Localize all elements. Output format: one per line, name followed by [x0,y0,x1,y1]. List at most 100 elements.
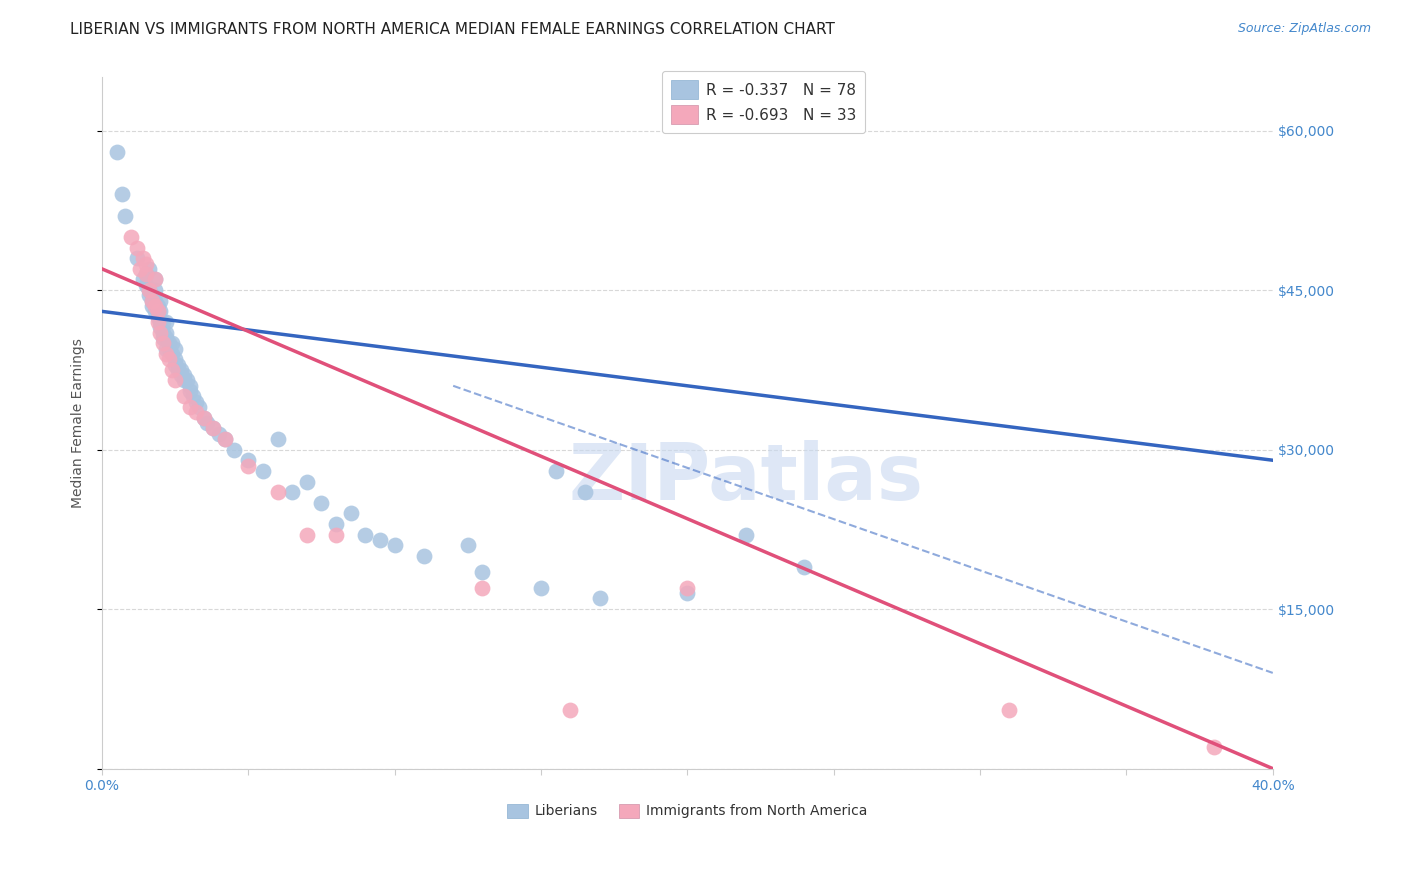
Point [457,538,479,552]
Point [170,368,193,383]
Point [471,581,494,595]
Point [155,315,177,329]
Point [311,496,333,510]
Point [135,256,157,270]
Point [793,559,815,574]
Text: ZIPatlas: ZIPatlas [568,441,924,516]
Point [202,421,225,435]
Point [165,342,187,356]
Point [146,304,169,318]
Point [208,426,231,441]
Point [165,374,187,388]
Point [179,384,201,398]
Point [325,516,347,531]
Point [325,527,347,541]
Point [149,304,172,318]
Point [105,145,128,159]
Text: Source: ZipAtlas.com: Source: ZipAtlas.com [1237,22,1371,36]
Point [152,315,174,329]
Point [157,342,180,356]
Point [155,331,177,345]
Point [173,374,195,388]
Point [354,527,377,541]
Point [149,315,172,329]
Point [155,326,177,340]
Point [135,267,157,281]
Point [152,326,174,340]
Point [238,453,260,467]
Point [998,703,1021,717]
Point [588,591,610,606]
Point [149,320,172,334]
Point [165,352,187,367]
Point [735,527,758,541]
Point [149,326,172,340]
Point [143,272,166,286]
Point [152,331,174,345]
Point [146,315,169,329]
Point [138,283,160,297]
Point [238,458,260,473]
Point [295,527,318,541]
Legend: Liberians, Immigrants from North America: Liberians, Immigrants from North America [502,798,873,824]
Point [179,400,201,414]
Point [155,342,177,356]
Point [195,416,218,430]
Point [173,389,195,403]
Point [295,475,318,489]
Text: LIBERIAN VS IMMIGRANTS FROM NORTH AMERICA MEDIAN FEMALE EARNINGS CORRELATION CHA: LIBERIAN VS IMMIGRANTS FROM NORTH AMERIC… [70,22,835,37]
Point [471,565,494,579]
Point [184,394,207,409]
Point [141,288,163,302]
Point [165,358,187,372]
Point [111,187,134,202]
Point [138,288,160,302]
Point [138,261,160,276]
Point [574,485,596,500]
Point [181,389,204,403]
Point [560,703,582,717]
Point [138,283,160,297]
Point [129,261,152,276]
Point [149,293,172,308]
Point [412,549,434,563]
Point [173,368,195,383]
Point [160,347,183,361]
Point [155,347,177,361]
Point [114,209,136,223]
Point [141,293,163,308]
Point [143,283,166,297]
Point [143,272,166,286]
Point [132,251,155,265]
Point [252,464,274,478]
Point [176,374,198,388]
Point [143,293,166,308]
Point [1204,740,1226,755]
Point [125,241,148,255]
Point [193,410,215,425]
Point [202,421,225,435]
Point [266,485,288,500]
Point [167,363,190,377]
Point [222,442,245,457]
Point [157,352,180,367]
Point [193,410,215,425]
Point [146,304,169,318]
Point [157,336,180,351]
Point [544,464,567,478]
Point [146,310,169,324]
Point [530,581,553,595]
Point [184,405,207,419]
Point [676,581,699,595]
Point [120,230,142,244]
Point [368,533,391,547]
Point [160,363,183,377]
Point [281,485,304,500]
Point [384,538,406,552]
Point [125,251,148,265]
Point [339,507,361,521]
Point [179,379,201,393]
Point [152,336,174,351]
Point [676,586,699,600]
Point [143,299,166,313]
